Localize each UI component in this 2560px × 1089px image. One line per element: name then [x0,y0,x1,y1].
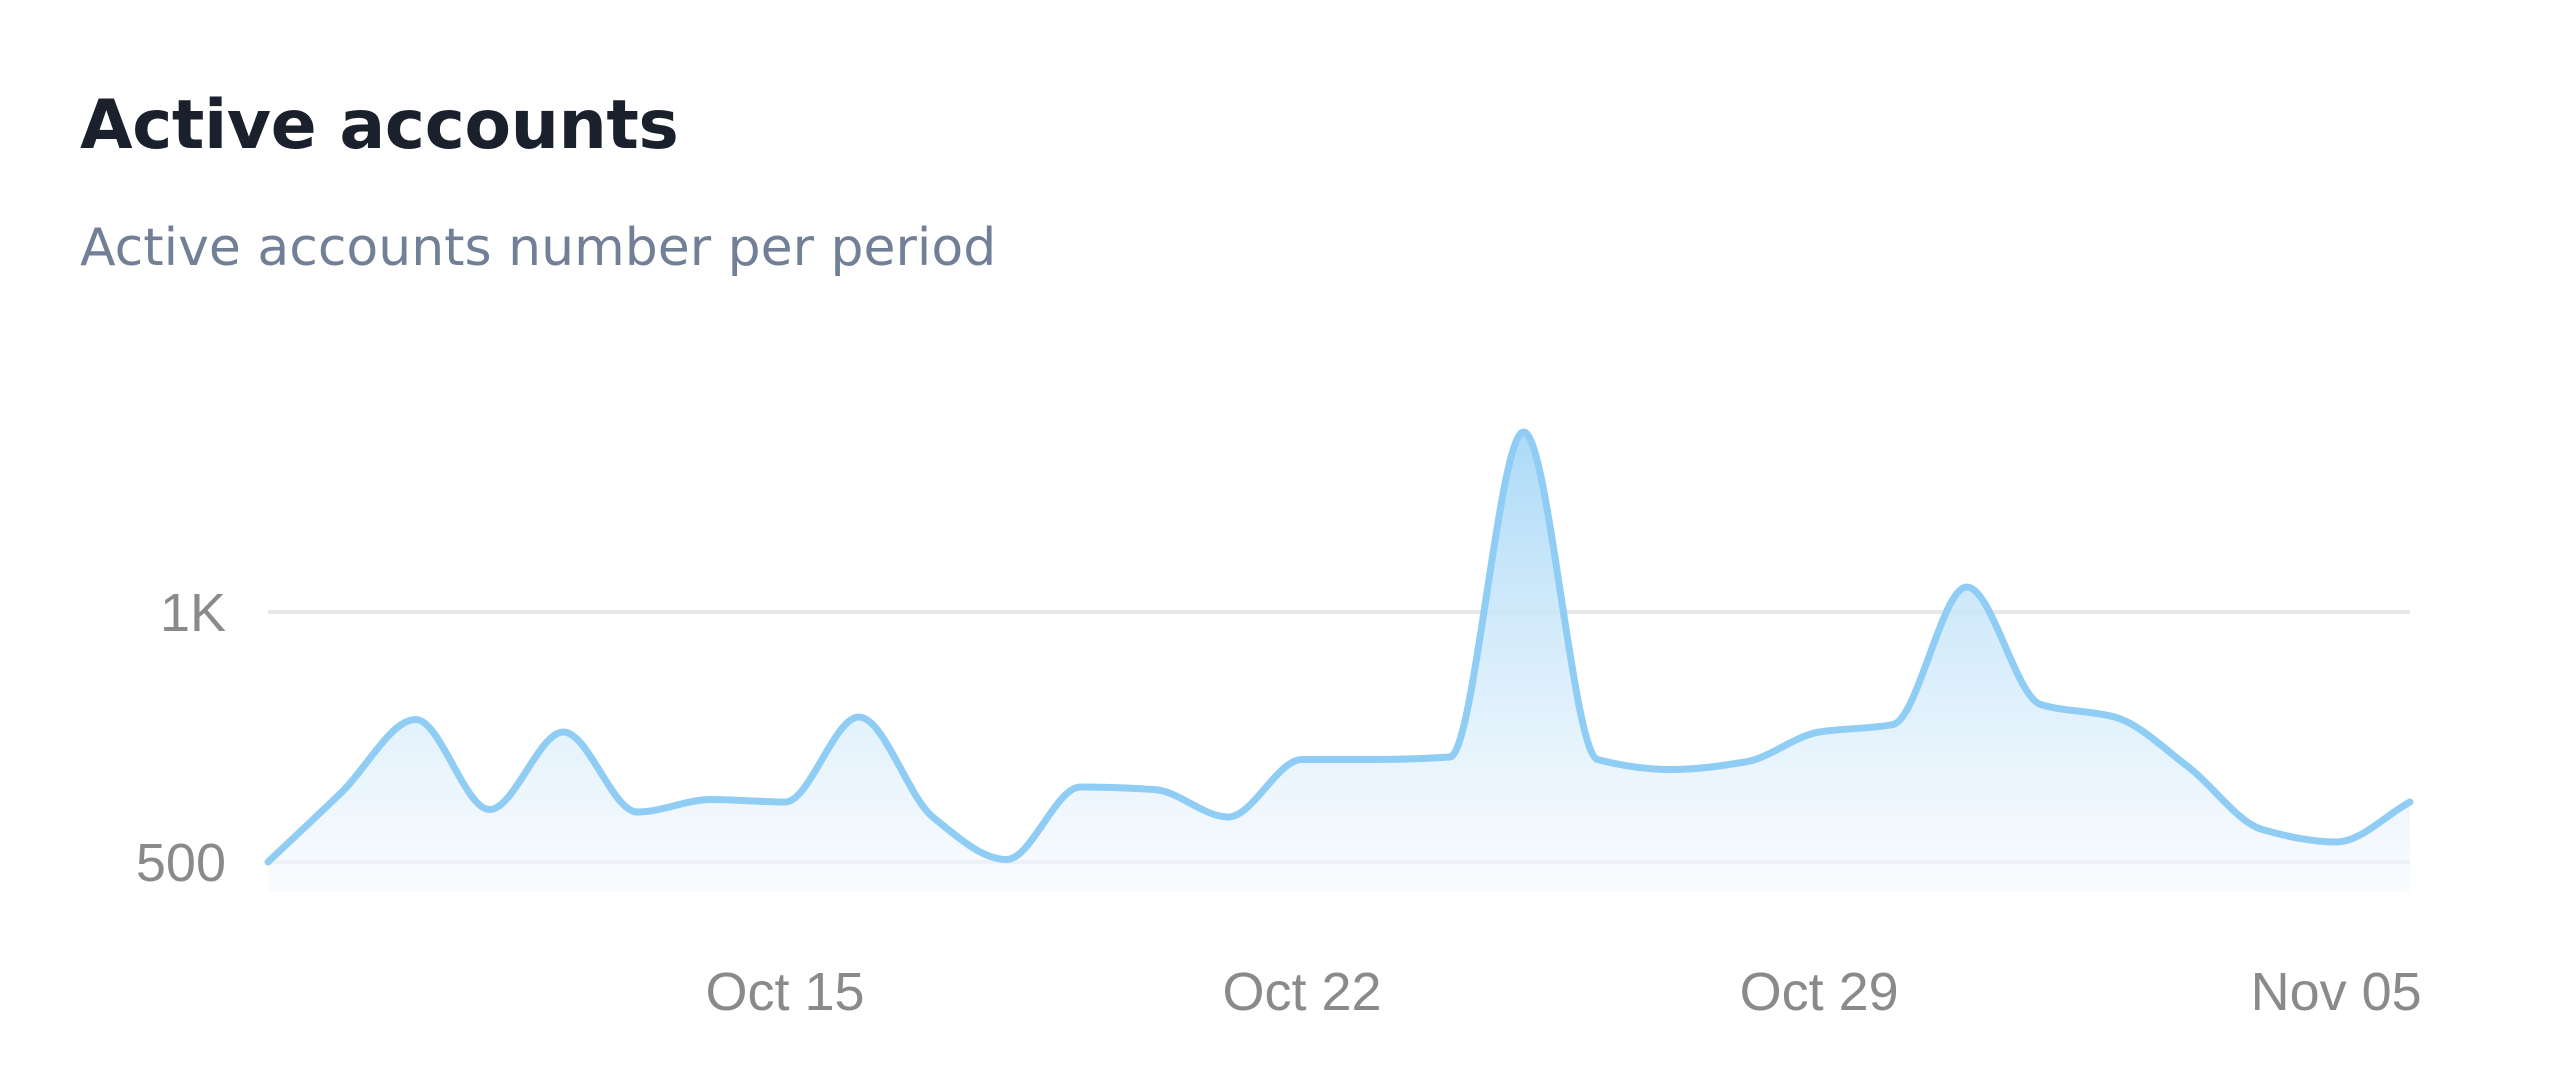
data-point-21[interactable] [1813,726,1825,738]
data-point-17[interactable] [1518,426,1530,438]
data-point-24[interactable] [2035,699,2047,711]
data-point-29[interactable] [2404,796,2416,808]
data-point-12[interactable] [1148,784,1160,796]
data-point-3[interactable] [484,804,496,816]
data-point-9[interactable] [927,811,939,823]
data-point-20[interactable] [1739,756,1751,768]
data-point-5[interactable] [631,806,643,818]
data-point-7[interactable] [779,796,791,808]
data-point-25[interactable] [2109,711,2121,723]
x-tick-label: Oct 15 [705,962,864,1022]
y-tick-label: 1K [160,583,226,643]
data-point-14[interactable] [1296,754,1308,766]
data-point-18[interactable] [1592,754,1604,766]
data-point-15[interactable] [1370,754,1382,766]
chart-title: Active accounts [80,86,679,165]
data-point-1[interactable] [336,786,348,798]
data-point-10[interactable] [1001,854,1013,866]
series-line [264,428,2414,866]
data-point-4[interactable] [557,726,569,738]
data-point-23[interactable] [1961,581,1973,593]
data-point-6[interactable] [705,794,717,806]
chart-subtitle: Active accounts number per period [80,218,997,278]
data-point-2[interactable] [410,714,422,726]
data-point-27[interactable] [2256,824,2268,836]
data-point-16[interactable] [1444,751,1456,763]
series-area [268,432,2410,892]
data-point-19[interactable] [1665,764,1677,776]
data-point-22[interactable] [1887,719,1899,731]
data-point-13[interactable] [1222,811,1234,823]
x-tick-label: Oct 29 [1740,962,1899,1022]
data-point-28[interactable] [2330,836,2342,848]
data-point-26[interactable] [2182,761,2194,773]
x-tick-label: Oct 22 [1223,962,1382,1022]
x-axis-ticks: Oct 15 Oct 22 Oct 29 Nov 05 [705,962,2421,1022]
data-point-11[interactable] [1074,781,1086,793]
x-tick-label: Nov 05 [2251,962,2422,1022]
y-tick-label: 500 [136,833,226,893]
data-point-8[interactable] [853,711,865,723]
y-axis-ticks: 500 1K [136,583,226,893]
data-point-0[interactable] [262,856,274,868]
